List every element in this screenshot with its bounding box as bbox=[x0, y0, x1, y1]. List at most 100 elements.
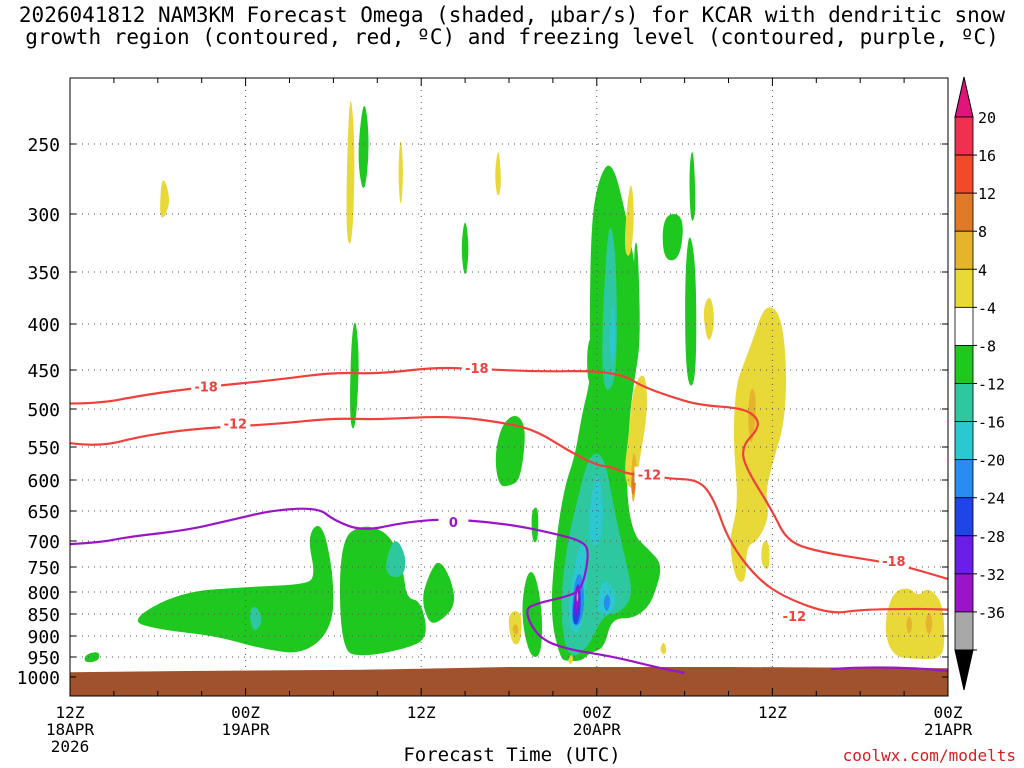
colorbar-label: 8 bbox=[978, 223, 987, 241]
omega-region-4-12 bbox=[660, 642, 667, 655]
colorbar-bottom-arrow bbox=[954, 649, 974, 691]
dgz-label-bg bbox=[779, 607, 810, 624]
omega-region-neg8-2 bbox=[423, 562, 455, 623]
axes bbox=[69, 77, 949, 697]
colorbar-swatch-9 bbox=[954, 459, 974, 499]
colorbar-label: -24 bbox=[978, 490, 1005, 508]
omega-region-neg12-2 bbox=[386, 541, 406, 577]
terrain-fill bbox=[70, 667, 948, 696]
colorbar-swatch-4 bbox=[954, 268, 974, 308]
colorbar-top-arrow bbox=[954, 76, 974, 118]
dgz-label-bg bbox=[461, 360, 492, 377]
omega-region-4-11 bbox=[885, 588, 945, 659]
colorbar-label: -8 bbox=[978, 337, 996, 355]
omega-region-neg8-1 bbox=[339, 526, 426, 656]
colorbar-swatch-8 bbox=[954, 421, 974, 461]
colorbar-label: 20 bbox=[978, 109, 996, 127]
colorbar-swatch-0 bbox=[954, 116, 974, 156]
omega-region-12-0 bbox=[631, 470, 636, 495]
omega-region-4-10 bbox=[568, 654, 573, 664]
colorbar-swatch-7 bbox=[954, 383, 974, 422]
colorbar-label: -28 bbox=[978, 528, 1005, 546]
y-tick-label-600: 600 bbox=[27, 471, 60, 492]
omega-region-neg8-14 bbox=[461, 222, 469, 274]
colorbar-swatch-10 bbox=[954, 497, 974, 537]
omega-region-neg8-12 bbox=[358, 105, 369, 188]
colorbar-swatch-1 bbox=[954, 154, 974, 194]
omega-region-4-0 bbox=[346, 101, 355, 244]
omega-region-4-8 bbox=[398, 141, 403, 204]
omega-region-neg8-6 bbox=[84, 652, 100, 663]
colorbar-swatch-13 bbox=[954, 611, 974, 651]
y-tick-label-300: 300 bbox=[27, 205, 60, 226]
dgz-contour-label: -18 bbox=[465, 362, 489, 377]
omega-region-4-6 bbox=[761, 541, 770, 569]
x-tick-label: 00Z bbox=[934, 703, 963, 722]
omega-region-4-5 bbox=[730, 307, 787, 582]
terrain bbox=[70, 667, 948, 696]
x-tick-label: 2026 bbox=[51, 737, 90, 756]
x-tick-label: 12Z bbox=[407, 703, 436, 722]
y-tick-labels: 2503003504004505005506006507007508008509… bbox=[17, 135, 60, 689]
y-tick-label-500: 500 bbox=[27, 400, 60, 421]
x-tick-label: 00Z bbox=[231, 703, 260, 722]
y-tick-label-250: 250 bbox=[27, 135, 60, 156]
omega-region-neg8-4 bbox=[495, 416, 525, 487]
omega-region-neg20-1 bbox=[603, 594, 611, 611]
y-tick-label-1000: 1000 bbox=[17, 668, 60, 689]
omega-region-neg8-15 bbox=[157, 606, 166, 613]
dgz-contour-1 bbox=[70, 415, 948, 614]
omega-region-neg16-3 bbox=[609, 305, 616, 364]
omega-region-8-3 bbox=[925, 612, 933, 635]
colorbar-swatch-11 bbox=[954, 535, 974, 575]
title-line-1: 2026041812 NAM3KM Forecast Omega (shaded… bbox=[18, 3, 1006, 27]
dgz-contour-0 bbox=[70, 366, 948, 581]
omega-region-neg8-11 bbox=[662, 214, 683, 261]
omega-region-neg16-2 bbox=[588, 476, 603, 546]
omega-region-neg36-0 bbox=[576, 591, 579, 602]
omega-region-neg8-7 bbox=[685, 237, 697, 386]
x-tick-label: 18APR bbox=[46, 720, 95, 739]
omega-region-8-2 bbox=[906, 616, 913, 634]
y-tick-label-750: 750 bbox=[27, 558, 60, 579]
omega-region-4-7 bbox=[625, 375, 647, 488]
y-tick-label-450: 450 bbox=[27, 361, 60, 382]
dgz-contour-label: -12 bbox=[638, 469, 662, 484]
omega-shading bbox=[84, 101, 945, 664]
omega-region-4-1 bbox=[160, 180, 169, 218]
freezing-contour-1 bbox=[830, 666, 948, 673]
colorbar-label: 16 bbox=[978, 147, 996, 165]
omega-region-4-2 bbox=[495, 152, 501, 196]
x-tick-label: 12Z bbox=[758, 703, 787, 722]
colorbar-label: -36 bbox=[978, 604, 1005, 622]
colorbar-swatch-3 bbox=[954, 230, 974, 270]
colorbar-label: -32 bbox=[978, 566, 1005, 584]
colorbar-label: -16 bbox=[978, 414, 1005, 432]
y-tick-label-400: 400 bbox=[27, 315, 60, 336]
y-tick-label-350: 350 bbox=[27, 263, 60, 284]
dgz-label-bg bbox=[878, 552, 909, 569]
chart-title: 2026041812 NAM3KM Forecast Omega (shaded… bbox=[0, 4, 1024, 48]
colorbar-label: -12 bbox=[978, 376, 1005, 394]
freezing-contour-label: 0 bbox=[449, 516, 458, 531]
y-tick-label-800: 800 bbox=[27, 583, 60, 604]
x-tick-label: 19APR bbox=[222, 720, 271, 739]
colorbar-label: -4 bbox=[978, 299, 996, 317]
omega-region-neg12-3 bbox=[249, 606, 262, 631]
omega-region-neg8-10 bbox=[633, 242, 640, 348]
omega-region-neg8-13 bbox=[350, 322, 359, 429]
freezing-label-bg bbox=[438, 513, 469, 530]
colorbar-swatch-5 bbox=[954, 306, 974, 346]
y-tick-label-550: 550 bbox=[27, 438, 60, 459]
dgz-label-bg bbox=[220, 415, 251, 432]
x-tick-label: 21APR bbox=[924, 720, 973, 739]
omega-region-neg8-8 bbox=[689, 152, 696, 221]
omega-region-neg8-9 bbox=[620, 316, 630, 383]
x-tick-label: 00Z bbox=[582, 703, 611, 722]
colorbar-label: -20 bbox=[978, 452, 1005, 470]
contours: -18 -18 -18 -12 -12 -12 0 bbox=[70, 360, 948, 675]
title-line-2: growth region (contoured, red, ºC) and f… bbox=[25, 25, 999, 49]
colorbar-swatch-12 bbox=[954, 573, 974, 613]
